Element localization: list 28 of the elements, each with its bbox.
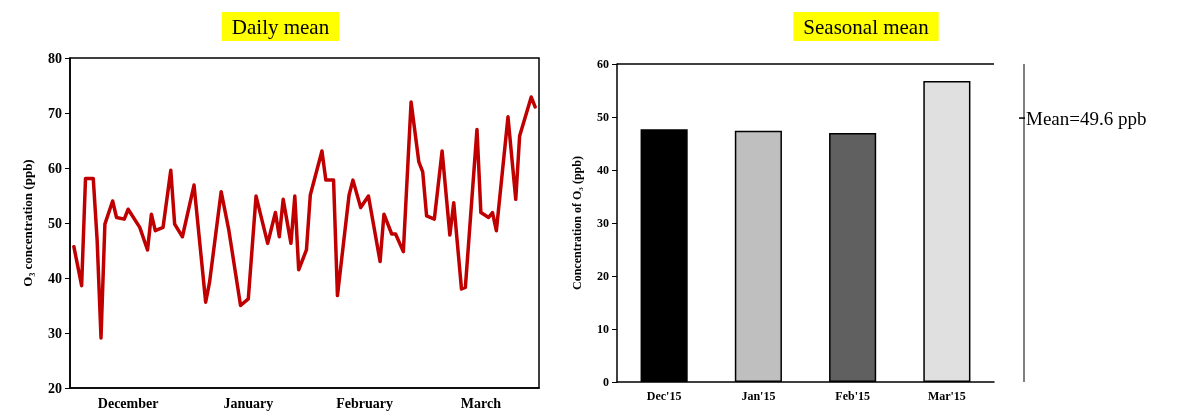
text: Mean=49.6 ppb [1026,107,1147,129]
x-tick-label: Jan'15 [741,389,776,403]
x-tick-label: January [223,395,274,411]
y-tick-label: 50 [48,215,62,231]
y-tick-label: 40 [48,270,62,286]
y-tick-label: 40 [597,163,609,177]
line-series [72,95,537,340]
y-axis-title: O₃ concentration (ppb) [20,159,35,287]
y-tick-label: 80 [48,50,62,66]
x-tick-label: Dec'15 [646,389,682,403]
y-tick-label: 70 [48,105,62,121]
y-axis-title: Concentration of O₃ (ppb) [570,156,584,290]
x-tick-label: February [336,395,393,411]
x-tick-label: Mar'15 [927,389,966,403]
y-tick-label: 30 [48,325,62,341]
chart-title: Seasonal mean [803,14,930,39]
y-tick-label: 30 [597,216,609,230]
chart-title: Daily mean [231,14,330,39]
y-tick-label: 20 [48,380,62,396]
y-tick-label: 20 [597,269,609,283]
x-tick-label: March [460,395,502,411]
y-tick-label: 60 [48,160,62,176]
x-tick-label: Feb'15 [835,389,870,403]
x-tick-label: December [97,395,159,411]
y-tick-label: 0 [603,375,609,389]
y-tick-label: 60 [597,57,609,71]
y-tick-label: 10 [597,322,609,336]
y-tick-label: 50 [597,110,609,124]
